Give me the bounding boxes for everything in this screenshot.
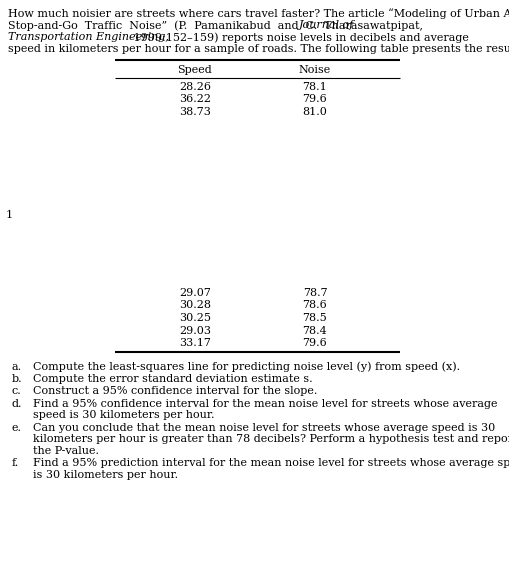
Text: 1999:152–159) reports noise levels in decibels and average: 1999:152–159) reports noise levels in de…	[130, 32, 469, 43]
Text: speed is 30 kilometers per hour.: speed is 30 kilometers per hour.	[33, 410, 214, 420]
Text: Can you conclude that the mean noise level for streets whose average speed is 30: Can you conclude that the mean noise lev…	[33, 423, 495, 433]
Text: Construct a 95% confidence interval for the slope.: Construct a 95% confidence interval for …	[33, 387, 318, 397]
Text: 78.7: 78.7	[303, 288, 327, 298]
Text: Speed: Speed	[178, 65, 212, 75]
Text: 38.73: 38.73	[179, 107, 211, 117]
Text: c.: c.	[12, 387, 22, 397]
Text: Find a 95% confidence interval for the mean noise level for streets whose averag: Find a 95% confidence interval for the m…	[33, 399, 497, 409]
Text: kilometers per hour is greater than 78 decibels? Perform a hypothesis test and r: kilometers per hour is greater than 78 d…	[33, 434, 509, 445]
Text: 1: 1	[6, 210, 13, 220]
Text: 79.6: 79.6	[303, 94, 327, 105]
Text: is 30 kilometers per hour.: is 30 kilometers per hour.	[33, 470, 178, 480]
Text: 79.6: 79.6	[303, 338, 327, 348]
Text: 78.6: 78.6	[303, 301, 327, 310]
Text: the P-value.: the P-value.	[33, 446, 99, 456]
Text: b.: b.	[12, 374, 22, 384]
Text: 33.17: 33.17	[179, 338, 211, 348]
Text: Transportation Engineering,: Transportation Engineering,	[8, 32, 169, 42]
Text: f.: f.	[12, 459, 19, 469]
Text: Journal of: Journal of	[299, 20, 354, 30]
Text: 29.07: 29.07	[179, 288, 211, 298]
Text: 36.22: 36.22	[179, 94, 211, 105]
Text: How much noisier are streets where cars travel faster? The article “Modeling of : How much noisier are streets where cars …	[8, 8, 509, 19]
Text: 81.0: 81.0	[302, 107, 327, 117]
Text: 78.1: 78.1	[303, 82, 327, 92]
Text: speed in kilometers per hour for a sample of roads. The following table presents: speed in kilometers per hour for a sampl…	[8, 44, 509, 54]
Text: Compute the least-squares line for predicting noise level (y) from speed (x).: Compute the least-squares line for predi…	[33, 361, 460, 372]
Text: a.: a.	[12, 361, 22, 371]
Text: 29.03: 29.03	[179, 325, 211, 336]
Text: Find a 95% prediction interval for the mean noise level for streets whose averag: Find a 95% prediction interval for the m…	[33, 459, 509, 469]
Text: e.: e.	[12, 423, 22, 433]
Text: 30.28: 30.28	[179, 301, 211, 310]
Text: 30.25: 30.25	[179, 313, 211, 323]
Text: Compute the error standard deviation estimate s.: Compute the error standard deviation est…	[33, 374, 313, 384]
Text: 28.26: 28.26	[179, 82, 211, 92]
Text: 78.4: 78.4	[303, 325, 327, 336]
Text: Noise: Noise	[299, 65, 331, 75]
Text: 78.5: 78.5	[303, 313, 327, 323]
Text: d.: d.	[12, 399, 22, 409]
Text: Stop-and-Go  Traffic  Noise”  (P.  Pamanikabud  and  C.  Tharasawatpipat,: Stop-and-Go Traffic Noise” (P. Pamanikab…	[8, 20, 427, 30]
